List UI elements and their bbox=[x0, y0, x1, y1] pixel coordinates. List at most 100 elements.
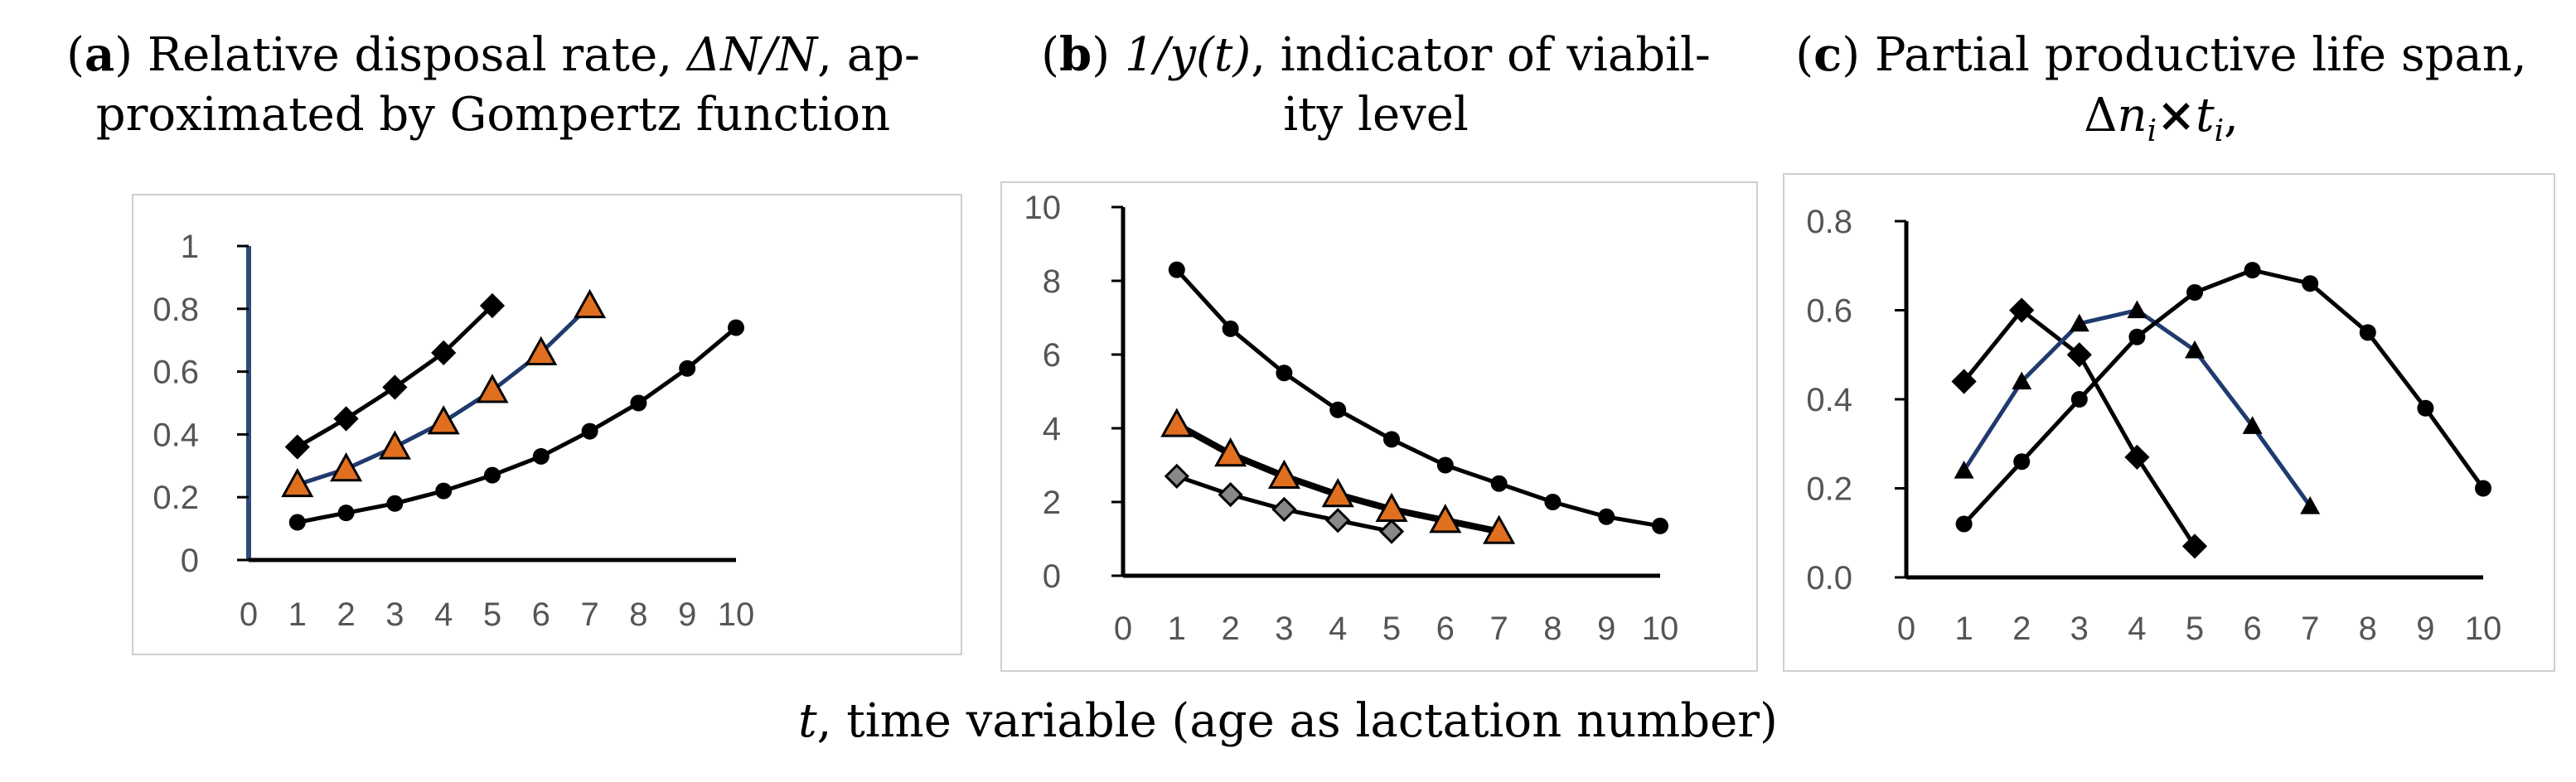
panel-a-series-1-point bbox=[427, 405, 460, 435]
panel-b-title: (b) 1/y(t), indicator of viabil- ity lev… bbox=[1041, 27, 1711, 142]
panel-b-series-0-point bbox=[1276, 364, 1293, 382]
panel-c-y-tick-label: 0.0 bbox=[1806, 560, 1852, 596]
panel-b-series-2-point bbox=[1378, 519, 1405, 544]
panel-a-series-1-point bbox=[476, 374, 509, 403]
shared-x-axis-label: t, time variable (age as lactation numbe… bbox=[0, 694, 2576, 748]
panel-b-y-tick-label: 2 bbox=[1043, 485, 1061, 521]
panel-b-x-tick-label: 0 bbox=[1114, 611, 1132, 647]
panel-c-x-tick-label: 1 bbox=[1954, 611, 1973, 647]
panel-c-frame bbox=[1783, 173, 2555, 672]
panel-c-y-tick-label: 0.8 bbox=[1806, 204, 1852, 240]
panel-b-series-0-point bbox=[1222, 320, 1239, 337]
panel-b-title-symbol: 1/y(t) bbox=[1124, 28, 1252, 82]
panel-c-series-1-point bbox=[2069, 313, 2089, 332]
panel-c-y-tick-label: 0.2 bbox=[1806, 471, 1852, 508]
panel-a-series-0-point bbox=[333, 406, 359, 432]
panel-c-series-0-point bbox=[2124, 444, 2150, 470]
panel-b-series-1-point bbox=[1321, 478, 1354, 508]
panel-b-series-2-point bbox=[1271, 496, 1297, 523]
panel-a-frame bbox=[132, 194, 962, 655]
panel-a-x-tick-label: 6 bbox=[532, 596, 550, 633]
panel-c-letter: c bbox=[1813, 27, 1842, 82]
panel-a-series-1-point bbox=[281, 467, 314, 498]
panel-c-series-1-point bbox=[2300, 496, 2321, 514]
panel-a-x-tick-label: 7 bbox=[580, 596, 598, 633]
panel-b-series-0-point bbox=[1168, 261, 1185, 278]
panel-a-y-tick-label: 0.4 bbox=[153, 417, 199, 453]
panel-b-series-1-point bbox=[1267, 459, 1300, 489]
panel-c-x-tick-label: 3 bbox=[2070, 611, 2089, 647]
panel-b-y-tick-label: 6 bbox=[1043, 337, 1061, 374]
panel-c-series-2-point bbox=[2244, 262, 2261, 279]
panel-b-series-1-point bbox=[1160, 408, 1194, 437]
panel-c-series-2-point bbox=[2070, 391, 2088, 408]
panel-b-series-0-point bbox=[1329, 401, 1347, 418]
panel-b-x-tick-label: 7 bbox=[1489, 611, 1508, 647]
panel-a-series-1-point bbox=[378, 430, 411, 460]
panel-c-x-tick-label: 4 bbox=[2128, 611, 2146, 647]
panel-a-title-rest: , ap- bbox=[817, 28, 920, 82]
panel-c-series-2-point bbox=[1955, 515, 1973, 533]
panel-b-y-tick-label: 8 bbox=[1043, 263, 1061, 300]
panel-b-y-tick-label: 0 bbox=[1043, 558, 1061, 595]
panel-a-y-tick-label: 0.2 bbox=[153, 480, 199, 516]
panel-c-title-text: ) Partial productive life span, bbox=[1842, 28, 2527, 82]
panel-a-y-tick-label: 0.6 bbox=[153, 355, 199, 391]
panel-a-series-2-line bbox=[297, 326, 738, 524]
panel-b-series-2-point bbox=[1164, 463, 1189, 489]
panel-c-series-2-point bbox=[2128, 328, 2146, 345]
panel-b-series-0-point bbox=[1652, 517, 1668, 534]
panel-a-y-tick-label: 0.8 bbox=[153, 292, 199, 328]
panel-b-x-tick-label: 5 bbox=[1382, 611, 1401, 647]
panel-a-series-2-point bbox=[630, 394, 647, 412]
panel-a-series-1-point bbox=[525, 335, 558, 365]
panel-a-series-2-point bbox=[435, 482, 453, 500]
panel-a-x-tick-label: 0 bbox=[240, 596, 258, 633]
panel-a-series-0-point bbox=[479, 292, 506, 319]
panel-c-series-0-point bbox=[2181, 533, 2208, 559]
panel-b-series-1-point bbox=[1429, 504, 1462, 533]
panel-c-series-2-point bbox=[2359, 324, 2376, 341]
panel-c-x-tick-label: 5 bbox=[2186, 611, 2204, 647]
panel-a-title: (a) Relative disposal rate, ΔN/N, ap- pr… bbox=[66, 27, 920, 142]
panel-a-series-2-point bbox=[728, 319, 744, 336]
panel-b-series-2-point bbox=[1325, 508, 1351, 533]
panel-b-series-1-point bbox=[1483, 514, 1516, 544]
panel-b-y-tick-label: 4 bbox=[1043, 411, 1061, 447]
panel-b-series-0-point bbox=[1544, 494, 1562, 510]
panel-c-series-2-point bbox=[2475, 480, 2491, 497]
panel-a-x-tick-label: 9 bbox=[678, 596, 696, 633]
panel-b-series-0-point bbox=[1490, 475, 1508, 492]
panel-a-title-text: ) Relative disposal rate, bbox=[114, 28, 687, 82]
x-axis-symbol: t bbox=[798, 694, 817, 748]
panel-a-series-2-point bbox=[386, 495, 404, 512]
panel-a-x-tick-label: 10 bbox=[718, 596, 755, 633]
panel-b-series-0-point bbox=[1436, 456, 1454, 474]
panel-b-x-tick-label: 4 bbox=[1329, 611, 1347, 647]
panel-c-y-tick-label: 0.6 bbox=[1806, 293, 1852, 330]
panel-a-series-2-point bbox=[679, 360, 696, 377]
panel-b-series-1-point bbox=[1214, 437, 1247, 467]
panel-c-y-tick-label: 0.4 bbox=[1806, 382, 1852, 418]
panel-a-x-tick-label: 8 bbox=[629, 596, 647, 633]
panel-c-series-1-point bbox=[2242, 416, 2263, 434]
panel-c-x-tick-label: 7 bbox=[2301, 611, 2319, 647]
panel-a-x-tick-label: 3 bbox=[385, 596, 404, 633]
panel-b-x-tick-label: 3 bbox=[1275, 611, 1293, 647]
panel-a-y-tick-label: 1 bbox=[181, 229, 199, 265]
panel-c-series-2-line bbox=[1962, 268, 2486, 526]
panel-a-series-2-point bbox=[532, 447, 550, 465]
panel-c-x-tick-label: 6 bbox=[2243, 611, 2261, 647]
panel-a-series-0-point bbox=[431, 340, 457, 365]
panel-a-series-1-point bbox=[330, 452, 363, 482]
panel-a-series-2-point bbox=[288, 514, 306, 531]
panel-b-letter: b bbox=[1059, 27, 1092, 82]
panel-a-series-2-point bbox=[337, 504, 355, 522]
panel-c-x-tick-label: 0 bbox=[1897, 611, 1915, 647]
panel-a-x-tick-label: 5 bbox=[483, 596, 501, 633]
panel-c-series-1-point bbox=[2012, 371, 2032, 390]
panel-a-series-1-point bbox=[574, 288, 607, 319]
panel-b-series-0-line bbox=[1174, 268, 1661, 529]
panel-a-series-2-point bbox=[484, 466, 501, 484]
